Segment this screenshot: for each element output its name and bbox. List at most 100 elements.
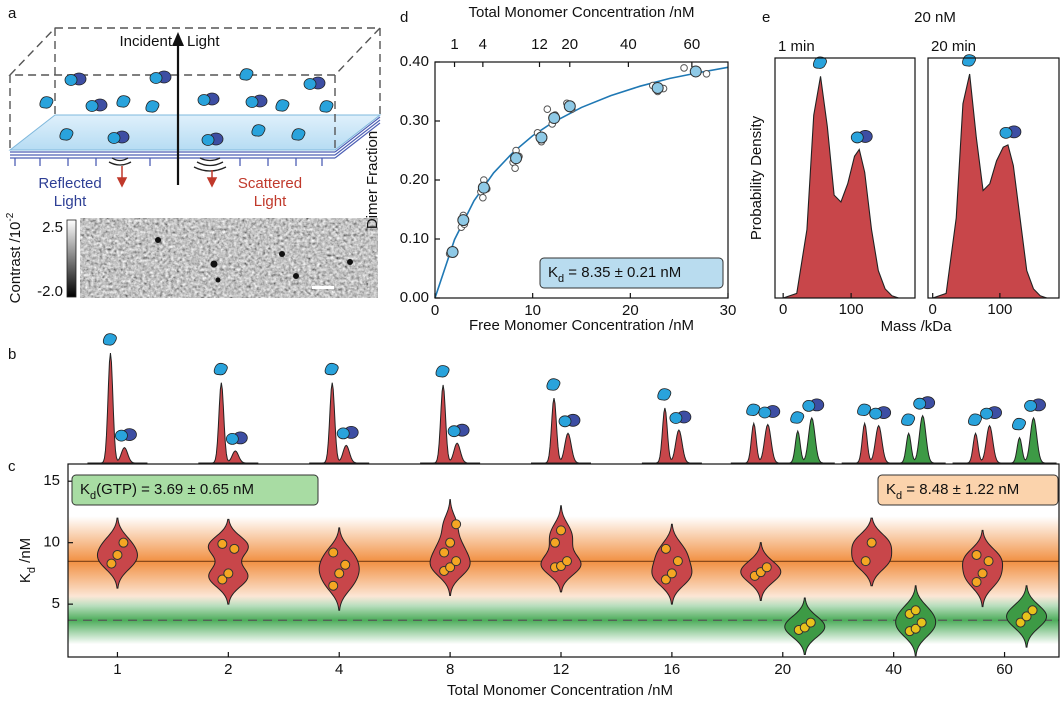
x-axis-title: Mass /kDa (881, 318, 953, 335)
data-point (439, 547, 450, 558)
density-area (782, 76, 899, 299)
data-point (702, 70, 711, 78)
scattered-label: Light (254, 193, 287, 210)
data-point (229, 543, 240, 554)
label-part: /nM (17, 538, 34, 567)
plot-frame (774, 57, 916, 299)
protein-icon (435, 365, 450, 378)
x-tick-label: 0 (929, 301, 937, 318)
protein-icon (1012, 417, 1026, 431)
data-point (550, 537, 560, 548)
reflected-label: Reflected (38, 175, 101, 192)
y-tick-label: 10 (43, 534, 60, 551)
protein-icon (869, 406, 892, 420)
protein-icon (746, 403, 761, 416)
mass-distribution (841, 421, 902, 464)
glass-plate (8, 114, 382, 151)
panel-label: c (8, 458, 16, 475)
data-point (971, 549, 982, 560)
data-point (680, 64, 688, 72)
data-point (916, 617, 927, 628)
x-tick-label: 12 (553, 661, 570, 678)
data-point (328, 580, 339, 591)
x2-tick-label: 40 (620, 36, 637, 53)
x2-tick-label: 1 (450, 36, 458, 53)
protein-icon (213, 362, 228, 376)
x-tick-label: 8 (446, 661, 454, 678)
data-point (340, 559, 351, 570)
protein-icon (102, 333, 117, 346)
reflected-label: Light (54, 193, 87, 210)
scattered-arrows (116, 166, 218, 188)
data-point (672, 556, 683, 567)
mass-distribution (309, 382, 370, 464)
data-point (217, 574, 228, 585)
x-tick-label: 16 (664, 661, 681, 678)
data-point (910, 623, 921, 634)
data-point (562, 556, 572, 567)
data-point (334, 568, 345, 579)
protein-icon (968, 413, 982, 426)
x-tick-label: 60 (996, 661, 1013, 678)
data-point (556, 525, 566, 536)
plot-frame (67, 463, 1060, 658)
x-tick-label: 4 (335, 661, 343, 678)
subscript: d (90, 490, 96, 502)
protein-icon (546, 378, 561, 391)
mean-point (548, 112, 561, 125)
y-tick-label: 0.20 (400, 171, 429, 188)
mass-distribution (641, 407, 702, 464)
x-axis-title: Free Monomer Concentration /nM (469, 317, 694, 334)
x-tick-label: 1 (113, 661, 121, 678)
y-axis-title: Dimer Fraction (364, 131, 381, 229)
mass-distribution (885, 414, 946, 464)
mean-point (457, 214, 470, 227)
x-tick-label: 20 (622, 302, 639, 319)
schematic: a Incident Light (5, 5, 382, 303)
label-part: (GTP) = 3.69 ± 0.65 nM (96, 481, 254, 498)
x-tick-label: 100 (839, 301, 864, 318)
mass-distribution (996, 416, 1057, 464)
protein-icon (336, 425, 359, 440)
protein-icon (758, 405, 781, 419)
mass-distribution (730, 421, 791, 464)
annotation-box (877, 474, 1059, 506)
interface-stripes (10, 116, 381, 159)
flow-cell-box (8, 27, 382, 150)
protein-icon (447, 423, 470, 438)
x-axis-title: Total Monomer Concentration /nM (447, 682, 673, 699)
data-point (511, 164, 519, 172)
x2-tick-label: 12 (531, 36, 548, 53)
plot-frame (927, 57, 1060, 299)
y-tick-label: 15 (43, 472, 60, 489)
protein-icon (999, 125, 1022, 139)
panel-label: e (762, 9, 770, 26)
x-tick-label: 0 (779, 301, 787, 318)
mean-point (651, 81, 664, 94)
protein-icon (324, 362, 339, 376)
incident-label: Light (187, 33, 220, 50)
mass-distribution (531, 398, 591, 464)
data-point (977, 568, 988, 579)
data-point (451, 519, 462, 530)
violin (540, 505, 582, 593)
label-part: K (548, 264, 558, 281)
incident-label: Incident (119, 33, 172, 50)
data-point (1027, 605, 1038, 616)
mass-distribution (87, 352, 148, 464)
y-tick-label: 0.30 (400, 112, 429, 129)
x2-tick-label: 4 (479, 36, 487, 53)
panel-label: b (8, 346, 16, 363)
x-tick-label: 40 (885, 661, 902, 678)
mass-distribution (774, 416, 835, 464)
annotation: Kd = 8.48 ± 1.22 nM (886, 481, 1019, 502)
data-point (328, 547, 339, 558)
label-part: K (886, 481, 896, 498)
data-point (112, 549, 123, 560)
mass-distribution (198, 382, 259, 464)
colorbar-tick-label: -2.0 (37, 283, 63, 300)
chart-title: 20 nM (914, 9, 956, 26)
panel-label: a (8, 5, 17, 22)
protein-icon (850, 130, 873, 144)
